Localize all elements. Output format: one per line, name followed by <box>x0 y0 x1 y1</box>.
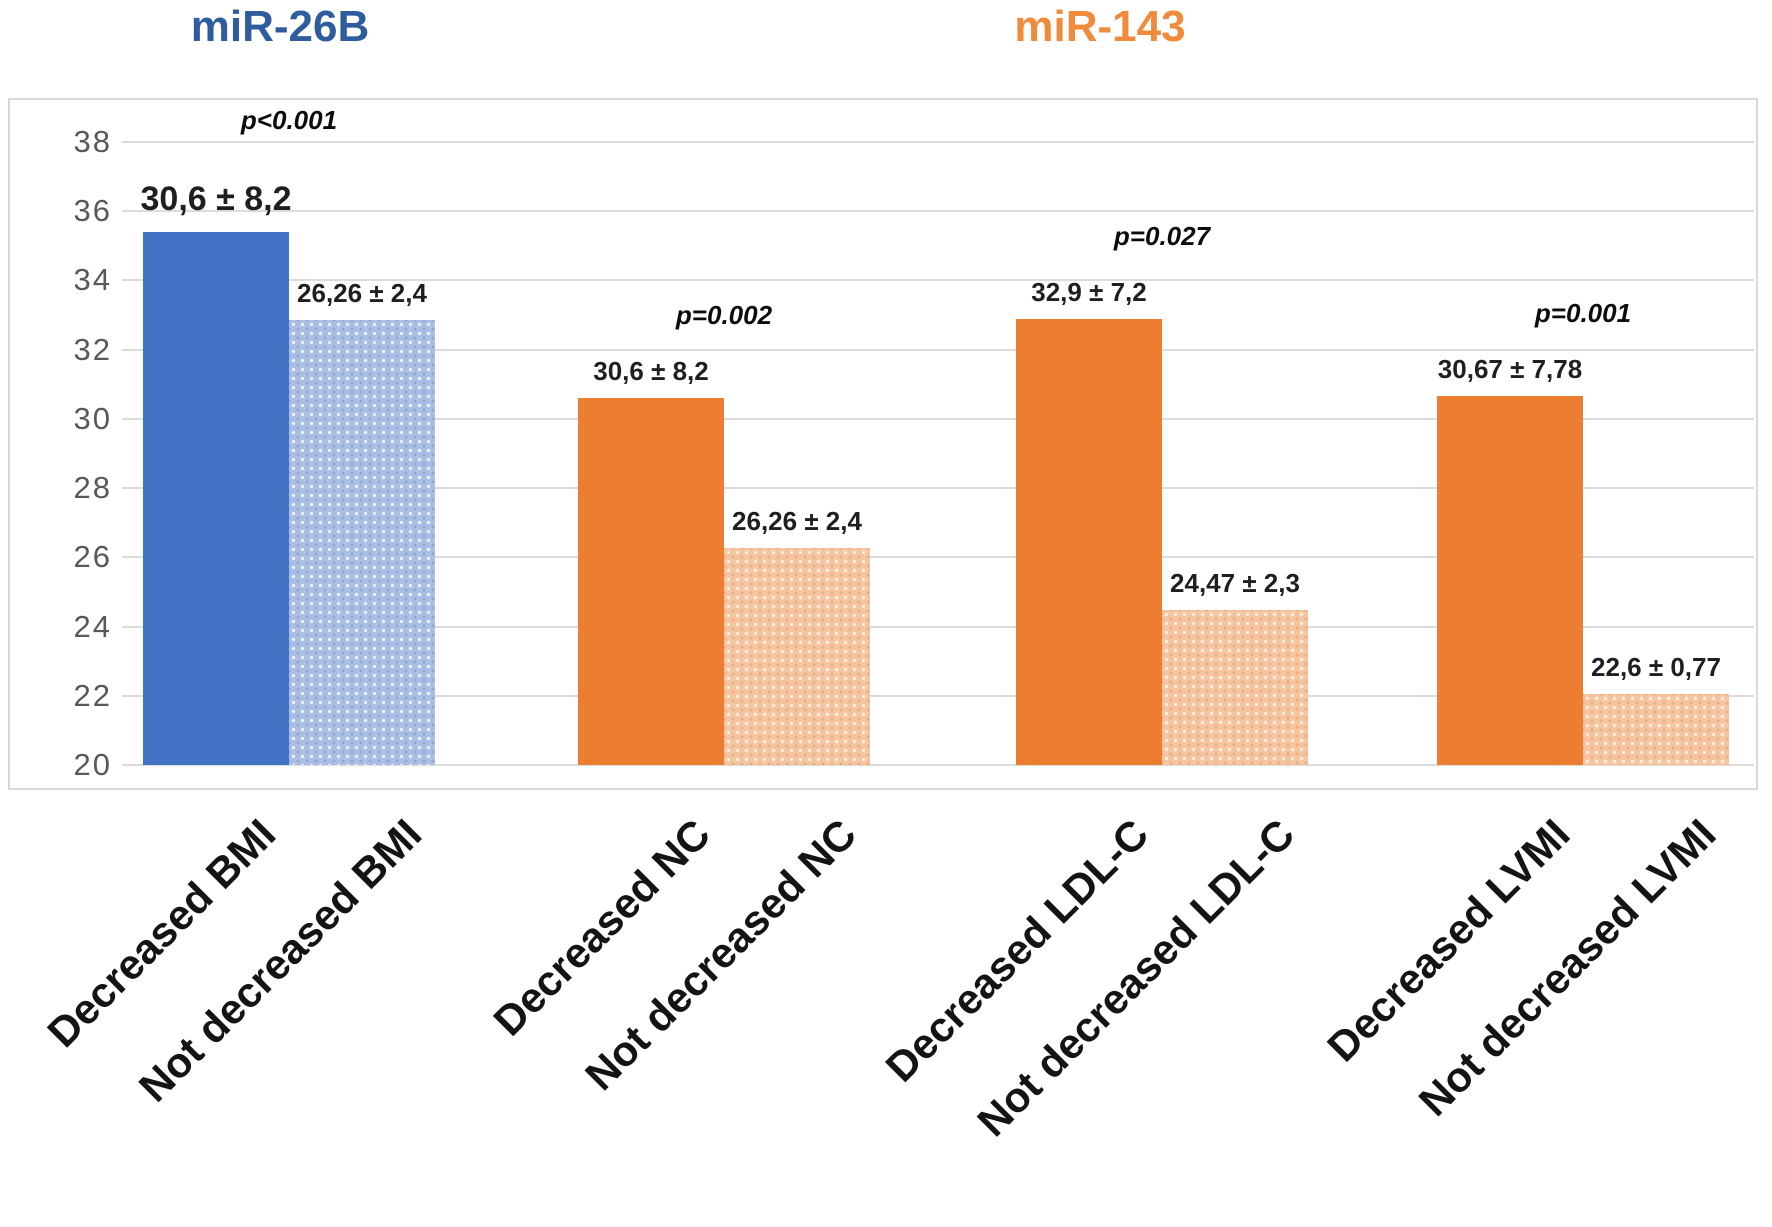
value-label-decreased-lvmi: 30,67 ± 7,78 <box>1437 353 1583 384</box>
y-gridline-22 <box>122 694 1754 697</box>
y-tick-label-36: 36 <box>73 193 112 229</box>
value-label-not-decreased-nc: 26,26 ± 2,4 <box>732 506 862 537</box>
y-gridline-24 <box>122 625 1754 628</box>
y-tick-label-34: 34 <box>73 262 112 298</box>
y-gridline-38 <box>122 141 1754 143</box>
value-label-not-decreased-lvmi: 22,6 ± 0,77 <box>1591 652 1721 683</box>
y-tick-label-28: 28 <box>73 470 112 506</box>
x-category-label-not-decreased-lvmi: Not decreased LVMI <box>1409 810 1725 1125</box>
y-tick-label-24: 24 <box>73 608 112 644</box>
y-gridline-20 <box>122 764 1754 766</box>
bar-decreased-bmi <box>143 231 289 765</box>
p-value-label-2: p=0.002 <box>675 300 773 331</box>
y-tick-label-38: 38 <box>73 124 112 159</box>
bar-not-decreased-lvmi <box>1583 694 1729 765</box>
y-tick-label-32: 32 <box>73 331 112 367</box>
y-tick-label-22: 22 <box>73 677 112 713</box>
x-category-label-not-decreased-nc: Not decreased NC <box>576 810 866 1100</box>
chart-title-mir143: miR-143 <box>1014 2 1186 51</box>
value-label-decreased-ldl-c: 32,9 ± 7,2 <box>1031 276 1147 307</box>
y-gridline-32 <box>122 348 1754 351</box>
bar-decreased-lvmi <box>1437 395 1583 765</box>
y-gridline-28 <box>122 487 1754 490</box>
value-label-not-decreased-ldl-c: 24,47 ± 2,3 <box>1170 568 1300 599</box>
x-category-label-decreased-lvmi: Decreased LVMI <box>1317 810 1579 1071</box>
p-value-label-3: p=0.027 <box>1113 220 1211 251</box>
y-gridline-30 <box>122 417 1754 420</box>
bar-decreased-ldl-c <box>1016 318 1162 765</box>
y-gridline-34 <box>122 279 1754 282</box>
bar-decreased-nc <box>578 398 724 765</box>
bar-not-decreased-nc <box>724 548 870 765</box>
y-gridline-26 <box>122 556 1754 559</box>
y-tick-label-20: 20 <box>73 747 112 782</box>
value-label-decreased-nc: 30,6 ± 8,2 <box>593 356 709 387</box>
p-value-label-1: p<0.001 <box>240 104 338 135</box>
x-category-label-not-decreased-bmi: Not decreased BMI <box>129 810 431 1111</box>
p-value-label-4: p=0.001 <box>1534 297 1632 328</box>
chart-title-mir26b: miR-26B <box>190 2 370 51</box>
value-label-not-decreased-bmi: 26,26 ± 2,4 <box>297 278 427 309</box>
y-gridline-36 <box>122 210 1754 213</box>
value-label-decreased-bmi: 30,6 ± 8,2 <box>140 179 292 218</box>
x-category-label-decreased-ldl-c: Decreased LDL-C <box>876 810 1158 1091</box>
bar-not-decreased-bmi <box>289 320 435 765</box>
y-tick-label-26: 26 <box>73 539 112 575</box>
bar-not-decreased-ldl-c <box>1162 610 1308 765</box>
y-tick-label-30: 30 <box>73 400 112 436</box>
